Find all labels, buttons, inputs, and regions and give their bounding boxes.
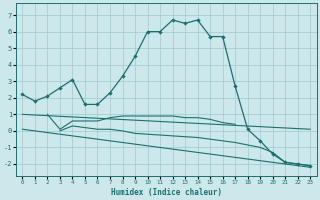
X-axis label: Humidex (Indice chaleur): Humidex (Indice chaleur)	[111, 188, 222, 197]
